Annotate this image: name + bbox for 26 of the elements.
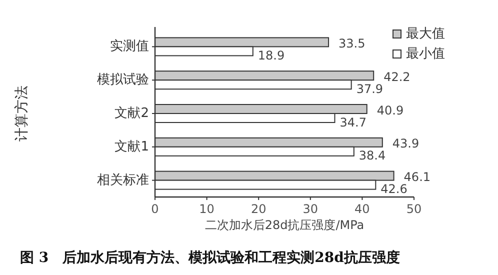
data-label: 42.2 [384,70,410,84]
y-tick-label: 相关标准 [97,172,149,188]
x-axis-title: 二次加水后28d抗压强度/MPa [204,218,364,232]
data-label: 43.9 [392,136,420,151]
text: 图 3 后加水后现有方法、模拟试验和工程实测28d抗压强度 [20,249,400,266]
x-tick-label: 30 [302,202,318,216]
data-label: 46.1 [404,170,431,184]
x-tick-label: 0 [151,202,159,216]
data-label: 34.7 [340,115,366,130]
data-label: 40.9 [376,103,404,118]
y-tick-label: 文献2 [114,106,149,122]
data-label: 37.9 [356,82,384,96]
y-tick-label: 模拟试验 [97,72,149,88]
data-label: 18.9 [258,48,285,62]
y-tick-label: 实测值 [110,39,149,54]
y-axis-title: 计算方法 [14,86,30,142]
y-tick-label: 文献1 [114,139,149,154]
data-label: 33.5 [338,36,366,50]
x-tick-label: 50 [406,202,422,216]
legend-label: 最小值 [406,46,445,62]
data-label: 38.4 [358,148,386,163]
legend-label: 最大值 [406,26,445,42]
x-tick-label: 20 [250,202,266,216]
data-label: 42.6 [380,182,408,196]
x-tick-label: 40 [354,202,370,216]
x-tick-label: 10 [199,202,214,216]
